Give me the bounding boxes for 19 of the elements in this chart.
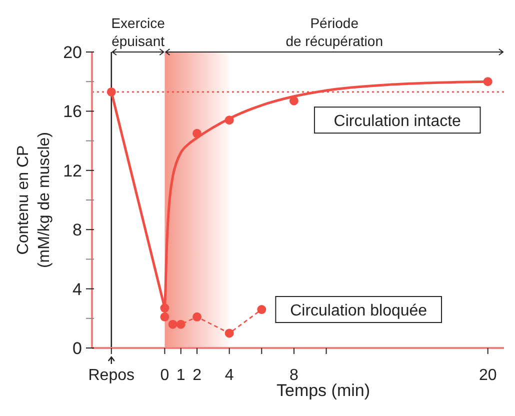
x-tick-label: 2: [192, 367, 202, 384]
x-tick-label: Repos: [88, 367, 135, 384]
x-tick-label: 8: [290, 367, 299, 384]
y-tick-label: 20: [63, 43, 82, 62]
text: Exercice épuisant: [111, 15, 166, 49]
x-tick-label: 4: [224, 367, 234, 384]
y-tick-label: 4: [72, 280, 82, 299]
text: Période de récupération: [286, 15, 383, 49]
y-tick-label: 16: [63, 102, 82, 122]
y-tick-label: 12: [63, 161, 82, 180]
y-tick-label: 0: [72, 339, 82, 358]
x-tick-label: 1: [176, 367, 186, 384]
x-axis-title: Temps (min): [276, 381, 370, 400]
y-axis-title: Contenu en CP (mM/kg de muscle): [15, 132, 53, 268]
y-tick-label: 8: [72, 220, 82, 240]
x-tick-label: 20: [478, 367, 497, 384]
text: Circulation intacte: [334, 113, 462, 130]
x-tick-label: 0: [160, 367, 170, 384]
series-label: Circulation bloquée: [290, 302, 428, 320]
